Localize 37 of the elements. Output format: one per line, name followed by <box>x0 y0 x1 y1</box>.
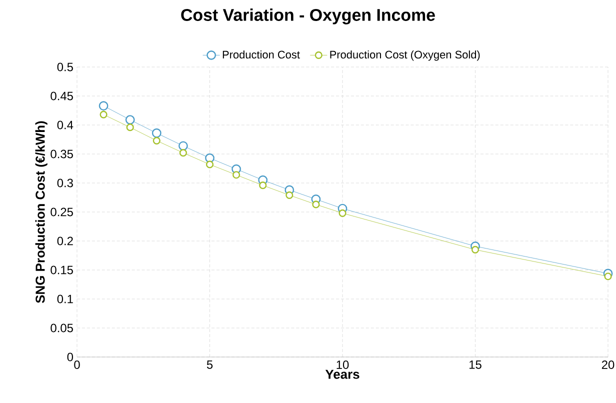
x-tick-label: 15 <box>470 360 482 369</box>
x-tick-label: 5 <box>206 360 213 369</box>
y-axis-title: SNG Production Cost (€/kWh) <box>35 121 48 304</box>
point <box>206 160 214 168</box>
point <box>126 124 134 132</box>
x-tick-label: 20 <box>602 360 614 369</box>
point <box>259 182 267 190</box>
legend-label: Production Cost <box>222 50 300 59</box>
y-tick-label: 0.15 <box>50 266 73 274</box>
point <box>286 191 294 199</box>
point <box>125 115 135 124</box>
y-tick-label: 0.5 <box>57 62 73 72</box>
point <box>232 171 240 179</box>
point <box>152 128 162 138</box>
chart-title: Cost Variation - Oxygen Income <box>181 8 435 24</box>
y-tick-label: 0 <box>67 352 74 362</box>
point <box>604 272 612 280</box>
y-tick-label: 0.2 <box>57 236 73 246</box>
point <box>98 101 108 111</box>
point <box>100 110 108 118</box>
y-tick-label: 0.35 <box>50 150 73 158</box>
y-tick-label: 0.45 <box>50 92 73 100</box>
y-tick-label: 0.1 <box>57 294 73 304</box>
y-tick-label: 0.25 <box>50 208 73 216</box>
point <box>179 149 187 157</box>
point <box>312 200 320 208</box>
x-tick-label: 10 <box>336 360 349 369</box>
y-tick-label: 0.4 <box>57 120 74 130</box>
x-tick-label: 0 <box>74 360 80 369</box>
point <box>338 209 346 217</box>
x-axis-title: Years <box>325 370 360 379</box>
point <box>471 246 480 254</box>
legend-label: Production Cost (Oxygen Sold) <box>330 50 480 61</box>
y-tick-label: 0.05 <box>50 324 73 332</box>
y-tick-label: 0.3 <box>57 178 73 188</box>
point <box>178 141 188 151</box>
point <box>152 136 160 144</box>
